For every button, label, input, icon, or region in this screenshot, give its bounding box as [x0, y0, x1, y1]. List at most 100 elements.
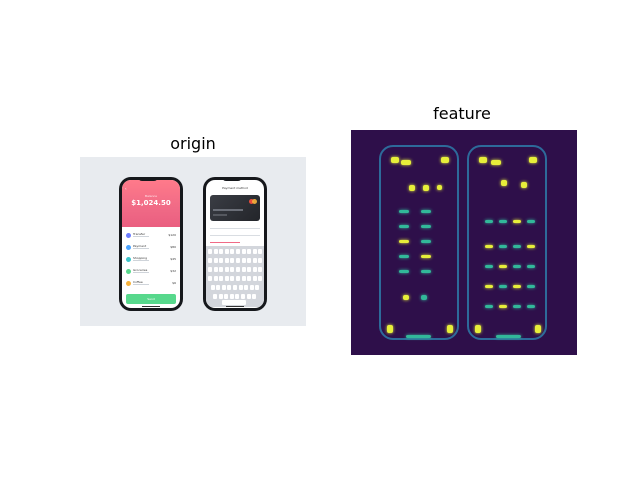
wallet-amount: $1,024.50 — [131, 199, 171, 207]
keyboard-key — [219, 276, 224, 281]
back-arrow-icon: ‹ — [125, 186, 127, 191]
feature-activation-spot — [403, 295, 409, 300]
feature-activation-spot — [513, 305, 521, 308]
transaction-name: Payment — [133, 244, 147, 248]
keyboard-key — [255, 285, 260, 290]
keyboard-key — [247, 249, 252, 254]
keyboard-key — [219, 258, 224, 263]
feature-activation-spot — [491, 160, 501, 165]
phone-notch — [222, 177, 242, 181]
keyboard-key — [241, 276, 246, 281]
feature-activation-spot — [513, 245, 521, 248]
keyboard-key — [258, 276, 263, 281]
feature-activation-spot — [499, 265, 507, 268]
transaction-name: Groceries — [133, 268, 148, 272]
transaction-row: Shopping $45 — [126, 256, 176, 264]
keyboard-key — [258, 249, 263, 254]
transaction-detail-line — [133, 260, 149, 261]
transaction-icon — [126, 269, 131, 274]
keyboard-key — [241, 294, 245, 299]
transaction-detail-line — [133, 236, 149, 237]
mastercard-logo-icon — [252, 199, 257, 204]
keyboard-key — [236, 258, 240, 263]
keyboard-key — [224, 249, 229, 254]
feature-activation-spot — [499, 245, 507, 248]
keyboard-key — [210, 285, 215, 290]
keyboard-key — [219, 249, 224, 254]
card-holder — [213, 214, 227, 216]
active-field-line — [210, 242, 240, 243]
keyboard-space-key — [222, 300, 246, 305]
keyboard-key — [252, 267, 257, 272]
send-button: Send — [126, 294, 176, 304]
keyboard-key — [247, 276, 252, 281]
feature-activation-spot — [421, 295, 427, 300]
origin-title: origin — [170, 134, 216, 153]
feature-activation-spot — [499, 305, 507, 308]
keyboard-key — [236, 267, 240, 272]
feature-activation-spot — [496, 335, 521, 338]
feature-activation-spot — [501, 180, 507, 186]
onscreen-keyboard — [206, 246, 264, 307]
transaction-detail-line — [133, 284, 149, 285]
transaction-amount: $80 — [170, 245, 176, 249]
transaction-amount: $32 — [170, 269, 176, 273]
keyboard-key — [230, 267, 235, 272]
keyboard-key — [247, 258, 252, 263]
feature-activation-spot — [421, 225, 431, 228]
keyboard-key — [236, 276, 240, 281]
keyboard-key — [252, 294, 257, 299]
credit-card — [210, 195, 260, 221]
keyboard-key — [258, 258, 263, 263]
keyboard-key — [232, 285, 237, 290]
card-number — [213, 209, 243, 211]
home-indicator — [142, 306, 160, 307]
keyboard-key — [241, 267, 246, 272]
transaction-name: Shopping — [133, 256, 148, 260]
transaction-amount: $120 — [168, 233, 176, 237]
keyboard-key — [224, 258, 229, 263]
feature-activation-spot — [421, 270, 431, 273]
feature-activation-spot — [485, 245, 493, 248]
keyboard-key — [208, 249, 212, 254]
keyboard-key — [258, 267, 263, 272]
transaction-row: Payment $80 — [126, 244, 176, 252]
transaction-row: Transfer $120 — [126, 232, 176, 240]
keyboard-key — [224, 294, 229, 299]
feature-activation-spot — [485, 285, 493, 288]
transaction-row: Coffee $6 — [126, 280, 176, 288]
keyboard-key — [230, 258, 235, 263]
form-field-line — [210, 228, 260, 229]
feature-left-phone-outline — [379, 145, 459, 340]
feature-activation-spot — [441, 157, 449, 163]
feature-activation-spot — [399, 270, 409, 273]
transaction-row: Groceries $32 — [126, 268, 176, 276]
keyboard-key — [241, 258, 246, 263]
home-indicator — [226, 306, 244, 307]
transaction-icon — [126, 233, 131, 238]
transaction-icon — [126, 245, 131, 250]
keyboard-key — [227, 285, 232, 290]
feature-activation-spot — [399, 255, 409, 258]
mastercard-logo-icon — [249, 199, 254, 204]
keyboard-key — [213, 294, 217, 299]
feature-activation-spot — [499, 220, 507, 223]
feature-activation-spot — [406, 335, 431, 338]
transaction-icon — [126, 257, 131, 262]
feature-activation-spot — [485, 220, 493, 223]
transaction-detail-line — [133, 248, 149, 249]
feature-activation-spot — [527, 305, 535, 308]
feature-activation-spot — [485, 305, 493, 308]
payment-screen: Payment method — [206, 180, 264, 308]
keyboard-key — [236, 249, 240, 254]
form-field-line — [210, 235, 260, 236]
transaction-amount: $45 — [170, 257, 176, 261]
keyboard-key — [252, 276, 257, 281]
feature-activation-spot — [399, 225, 409, 228]
keyboard-key — [213, 276, 218, 281]
feature-activation-spot — [399, 240, 409, 243]
feature-activation-spot — [399, 210, 409, 213]
keyboard-key — [238, 285, 243, 290]
feature-activation-spot — [391, 157, 399, 163]
keyboard-key — [219, 267, 224, 272]
